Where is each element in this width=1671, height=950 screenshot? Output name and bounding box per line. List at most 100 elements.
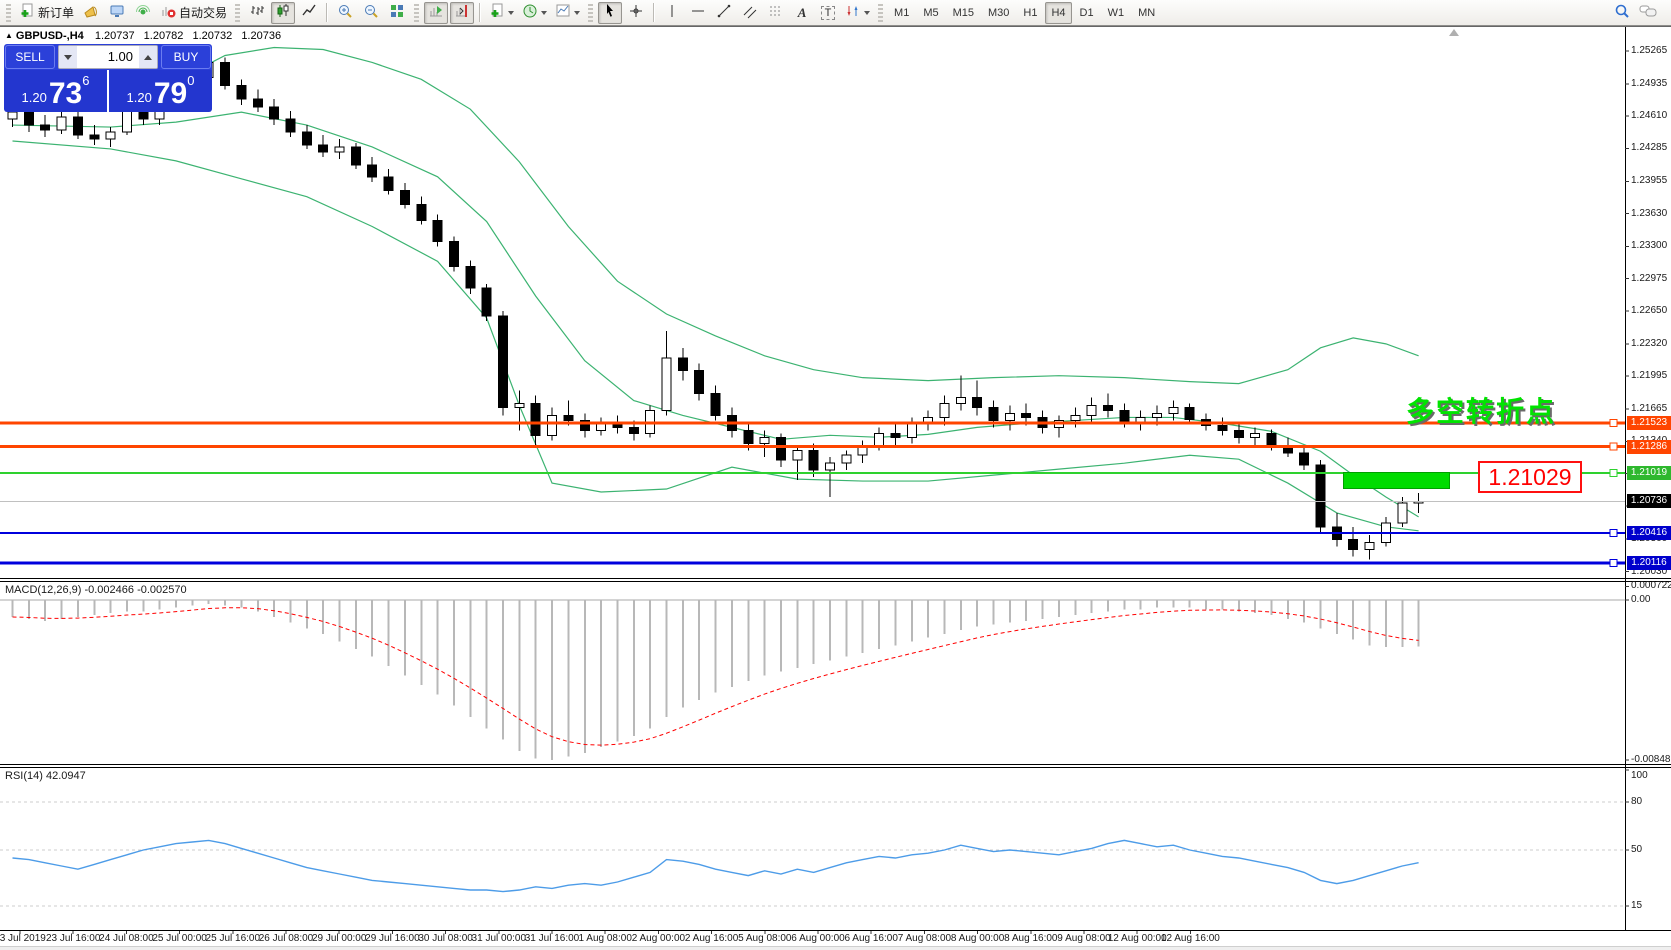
- fibonacci-button[interactable]: [764, 2, 788, 24]
- rsi-axis-label: 15: [1631, 900, 1643, 911]
- auto-trading-button[interactable]: 自动交易: [157, 2, 230, 24]
- timeframe-m5-button[interactable]: M5: [917, 2, 944, 24]
- timeframe-m1-button[interactable]: M1: [888, 2, 915, 24]
- price-axis-label: 1.22320: [1631, 337, 1668, 349]
- arrows-button[interactable]: [842, 2, 873, 24]
- indicators-button[interactable]: [486, 2, 517, 24]
- sell-price[interactable]: 1.20 73 6: [4, 70, 109, 112]
- tile-windows-button[interactable]: [385, 2, 409, 24]
- chart-shift-marker-icon[interactable]: [1449, 29, 1459, 36]
- sell-button[interactable]: SELL: [5, 45, 55, 69]
- buy-button[interactable]: BUY: [161, 45, 211, 69]
- crosshair-button[interactable]: [624, 2, 648, 24]
- toolbar-grip[interactable]: [6, 3, 11, 22]
- zoom-out-button[interactable]: [359, 2, 383, 24]
- price-axis-label: 1.24935: [1631, 77, 1668, 89]
- volume-decrease-button[interactable]: [59, 46, 77, 68]
- tile-windows-icon: [389, 3, 405, 22]
- time-axis-label: 6 Aug 00:00: [791, 933, 845, 944]
- time-axis-label: 25 Jul 00:00: [152, 933, 207, 944]
- timeframe-group: M1 M5 M15 M30 H1 H4 D1 W1 MN: [887, 1, 1162, 24]
- chart-shift-button[interactable]: [450, 1, 475, 24]
- macd-axis-label: -0.00848: [1631, 754, 1671, 765]
- trendline-button[interactable]: [712, 2, 736, 24]
- time-axis-label: 25 Jul 16:00: [205, 933, 261, 944]
- time-axis-label: 23 Jul 16:00: [45, 933, 101, 944]
- vertical-line-button[interactable]: [660, 2, 684, 24]
- quote-high: 1.20782: [143, 30, 184, 42]
- volume-increase-button[interactable]: [139, 46, 157, 68]
- collapse-icon[interactable]: ▲: [5, 31, 13, 40]
- metaeditor-button[interactable]: [105, 2, 129, 24]
- volume-stepper: 1.00: [58, 45, 158, 69]
- bar-chart-button[interactable]: [245, 2, 269, 24]
- arrows-icon: [845, 3, 861, 22]
- timeframe-h1-button[interactable]: H1: [1017, 2, 1043, 24]
- auto-trading-icon: [160, 3, 176, 22]
- text-label-button[interactable]: T: [816, 2, 840, 24]
- time-axis-label: 5 Aug 08:00: [738, 933, 792, 944]
- chevron-down-icon: [574, 11, 581, 18]
- quote-low: 1.20732: [192, 30, 233, 42]
- toolbar-right-group: [1609, 2, 1661, 24]
- templates-button[interactable]: [552, 2, 583, 24]
- community-button[interactable]: [1636, 2, 1660, 24]
- periodicity-button[interactable]: [519, 2, 550, 24]
- timeframe-w1-button[interactable]: W1: [1102, 2, 1131, 24]
- rsi-line: [12, 839, 1419, 893]
- line-chart-button[interactable]: [297, 2, 321, 24]
- toolbar-separator: [653, 3, 656, 22]
- horizontal-line-icon: [690, 3, 706, 22]
- timeframe-m15-button[interactable]: M15: [947, 2, 980, 24]
- toolbar-grip[interactable]: [878, 3, 884, 22]
- price-axis-label: 1.22975: [1631, 272, 1668, 284]
- auto-scroll-icon: [428, 3, 444, 22]
- template-icon: [555, 3, 571, 22]
- horizontal-line-button[interactable]: [686, 2, 710, 24]
- window-footer: [0, 946, 1671, 950]
- equidistant-channel-button[interactable]: [738, 2, 762, 24]
- price-axis-label: 1.22650: [1631, 305, 1668, 317]
- new-order-button[interactable]: 新订单: [16, 2, 77, 24]
- time-axis-label: 31 Jul 00:00: [471, 933, 527, 944]
- bollinger-lower: [12, 140, 1419, 532]
- monitor-icon: [109, 3, 125, 22]
- timeframe-m30-button[interactable]: M30: [982, 2, 1015, 24]
- price-axis-label: 1.25265: [1631, 45, 1668, 56]
- chart-frame: [0, 26, 1671, 931]
- search-icon: [1614, 3, 1630, 22]
- volume-input[interactable]: 1.00: [107, 49, 133, 64]
- price-axis-label: 1.23955: [1631, 175, 1668, 187]
- timeframe-mn-button[interactable]: MN: [1132, 2, 1161, 24]
- horn-icon: [83, 3, 99, 22]
- rsi-axis-label: 80: [1631, 796, 1643, 807]
- toolbar-grip[interactable]: [235, 3, 241, 22]
- cursor-button[interactable]: [598, 1, 623, 24]
- auto-scroll-button[interactable]: [424, 1, 449, 24]
- price-tag: 1.21523: [1627, 416, 1671, 431]
- text-tool-button[interactable]: A: [790, 2, 814, 24]
- timeframe-d1-button[interactable]: D1: [1074, 2, 1100, 24]
- zoom-in-button[interactable]: [333, 2, 357, 24]
- zoom-out-icon: [363, 3, 379, 22]
- clock-icon: [522, 3, 538, 22]
- time-axis-label: 9 Aug 08:00: [1057, 933, 1111, 944]
- one-click-trading-panel: SELL 1.00 BUY 1.20 73 6 1.20 79 0: [4, 44, 212, 112]
- candlestick-chart-button[interactable]: [271, 1, 296, 24]
- price-callout-label: 1.21029: [1478, 461, 1582, 493]
- macd-indicator: [0, 599, 1625, 761]
- timeframe-h4-button[interactable]: H4: [1045, 1, 1072, 24]
- alert-horn-button[interactable]: [79, 2, 103, 24]
- time-axis-label: 6 Aug 16:00: [844, 933, 898, 944]
- toolbar-grip[interactable]: [588, 3, 594, 22]
- quote-open: 1.20737: [94, 30, 135, 42]
- toolbar-grip[interactable]: [414, 3, 420, 22]
- buy-price[interactable]: 1.20 79 0: [126, 73, 195, 110]
- signals-button[interactable]: [131, 2, 155, 24]
- time-axis-label: 1 Aug 08:00: [578, 933, 632, 944]
- search-button[interactable]: [1610, 2, 1634, 24]
- bar-chart-icon: [249, 3, 265, 22]
- price-axis-label: 1.24610: [1631, 110, 1668, 122]
- price-axis-label: 1.21995: [1631, 370, 1668, 382]
